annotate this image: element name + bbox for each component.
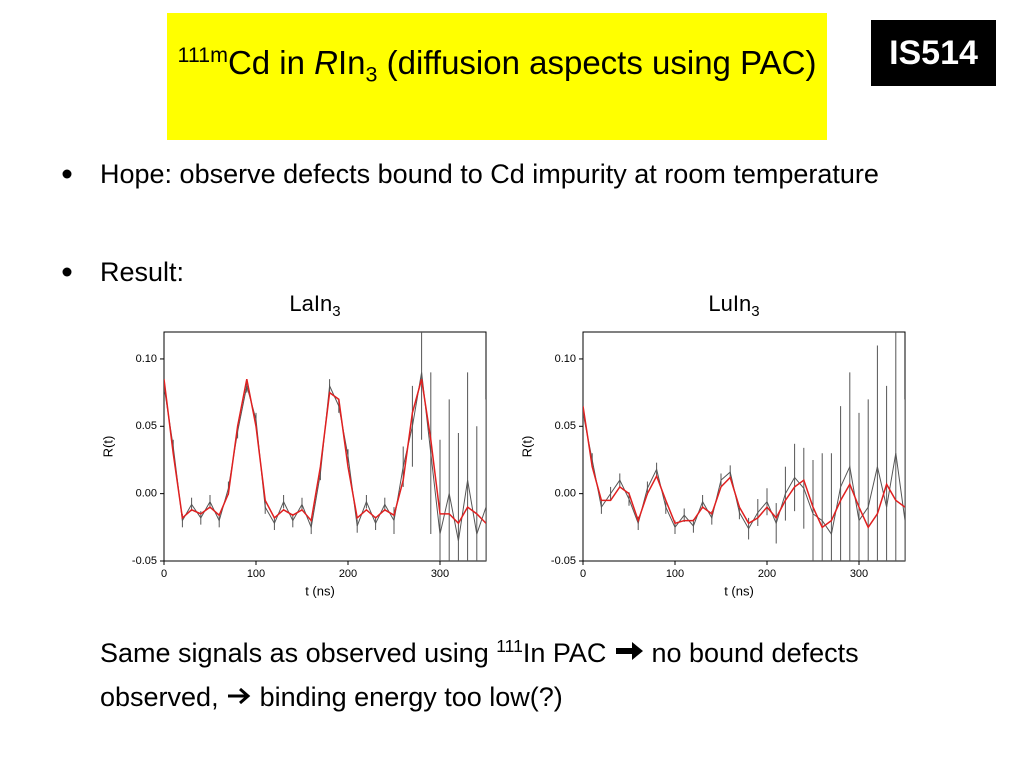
title-text: Cd in — [227, 44, 315, 81]
arrow-icon — [228, 687, 251, 705]
text: no bound defects observed, — [100, 638, 859, 712]
y-tick-label: -0.05 — [551, 555, 576, 567]
chart-title-text: LaIn — [289, 291, 332, 316]
text: Same signals as observed using — [100, 638, 497, 668]
y-axis-label: R(t) — [100, 436, 115, 458]
text: binding energy too low(?) — [252, 682, 563, 712]
title-sub: 3 — [365, 62, 378, 87]
x-tick-label: 200 — [758, 568, 776, 580]
chart-title-sub: 3 — [751, 303, 759, 320]
plot-area — [164, 332, 486, 561]
bullet-dot — [62, 267, 72, 277]
chart-title: LaIn3 — [289, 291, 340, 320]
bullet: Hope: observe defects bound to Cd impuri… — [62, 152, 930, 196]
sup: 111 — [496, 636, 523, 656]
fit-line — [583, 405, 905, 529]
y-tick-label: 0.00 — [136, 488, 157, 500]
x-tick-label: 300 — [850, 568, 868, 580]
plot-frame — [582, 331, 906, 562]
y-tick-label: 0.05 — [555, 420, 576, 432]
y-tick-label: 0.10 — [136, 353, 157, 365]
title-text: In — [338, 44, 366, 81]
title-sup: 111m — [177, 43, 228, 67]
chart-title-sub: 3 — [332, 303, 340, 320]
x-tick-label: 0 — [580, 568, 586, 580]
x-tick-label: 300 — [431, 568, 449, 580]
data-line — [164, 372, 486, 541]
x-axis-label: t (ns) — [724, 583, 754, 598]
y-tick-label: 0.00 — [555, 488, 576, 500]
title-text: (diffusion aspects using PAC) — [377, 44, 817, 81]
data-line — [583, 412, 905, 536]
x-tick-label: 100 — [247, 568, 265, 580]
title-italic: R — [314, 44, 339, 81]
x-axis-label: t (ns) — [305, 583, 335, 598]
chart-title: LuIn3 — [708, 291, 759, 320]
x-tick-label: 100 — [666, 568, 684, 580]
plot-area — [583, 332, 905, 561]
chart-title-text: LuIn — [708, 291, 751, 316]
plot-frame — [163, 331, 487, 562]
x-tick-label: 200 — [339, 568, 357, 580]
title-box: 111mCd in RIn3 (diffusion aspects using … — [167, 13, 827, 140]
y-axis-label: R(t) — [519, 436, 534, 458]
y-tick-label: 0.10 — [555, 353, 576, 365]
y-tick-label: -0.05 — [132, 555, 157, 567]
y-tick-label: 0.05 — [136, 420, 157, 432]
bullet-text: Hope: observe defects bound to Cd impuri… — [100, 159, 879, 189]
x-tick-label: 0 — [161, 568, 167, 580]
fit-line — [164, 378, 486, 525]
badge: IS514 — [871, 20, 996, 86]
bullet: Result: — [62, 250, 930, 294]
conclusion: Same signals as observed using 111In PAC… — [100, 624, 930, 719]
arrow-icon — [615, 642, 643, 660]
bullet-dot — [62, 169, 72, 179]
text: In PAC — [522, 638, 607, 668]
bullet-text: Result: — [100, 257, 185, 287]
